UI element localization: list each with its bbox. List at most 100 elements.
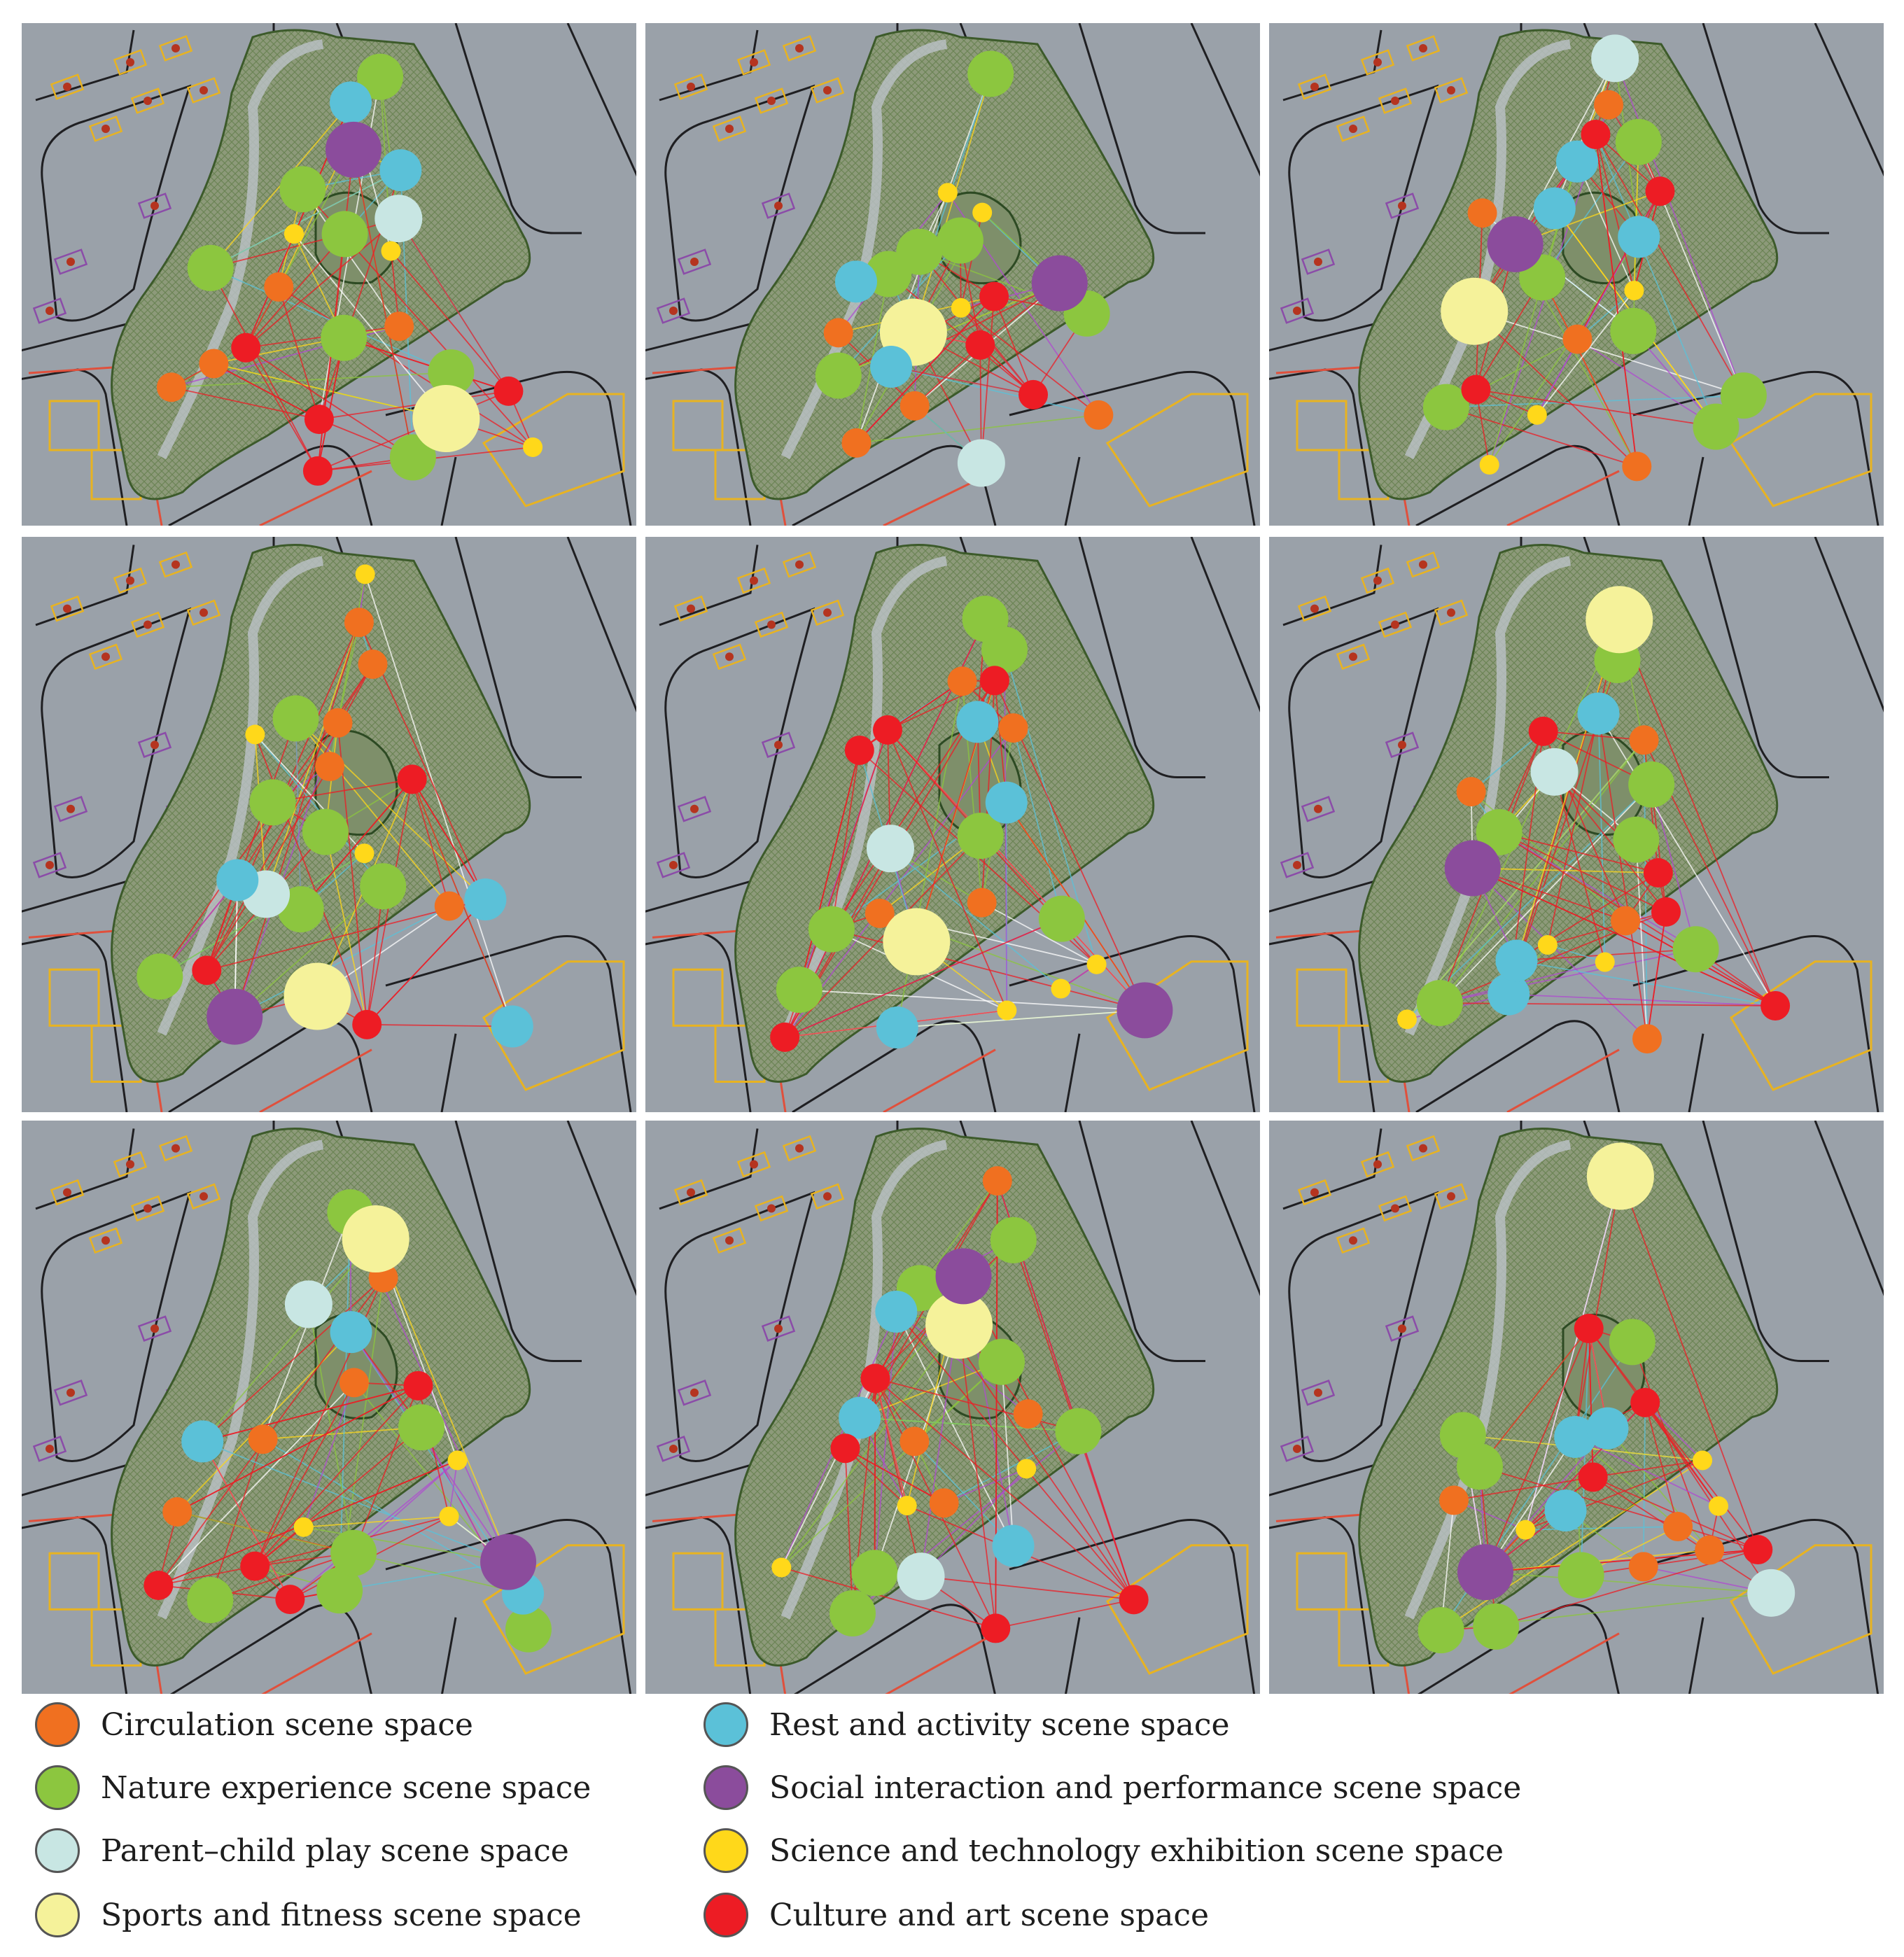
scene-node-rest <box>330 81 372 124</box>
legend-item-culture: Culture and art scene space <box>704 1893 1209 1937</box>
scene-node-circulation <box>434 891 464 921</box>
scene-node-nature <box>316 1567 363 1614</box>
building-icons <box>656 1135 845 1462</box>
scene-node-nature <box>1609 1319 1656 1366</box>
scene-node-nature <box>1473 1603 1520 1650</box>
scene-node-circulation <box>864 899 895 929</box>
scene-node-culture <box>844 735 874 765</box>
scene-node-circulation <box>315 752 345 782</box>
scene-node-circulation <box>982 1166 1012 1196</box>
legend-item-science: Science and technology exhibition scene … <box>704 1828 1504 1873</box>
scene-node-circulation <box>248 1424 278 1454</box>
scene-node-nature <box>398 1404 444 1451</box>
scene-nodes <box>770 596 1173 1052</box>
legend-item-rest: Rest and activity scene space <box>704 1702 1230 1747</box>
scene-node-circulation <box>339 1368 369 1398</box>
scene-node-nature <box>505 1606 552 1653</box>
scene-node-culture <box>830 1433 860 1464</box>
scene-node-sports <box>412 384 480 452</box>
scene-node-parent-child <box>1530 748 1578 796</box>
scene-node-culture <box>965 330 995 360</box>
scene-node-rest <box>1586 1407 1629 1450</box>
scene-node-science <box>1693 1450 1713 1471</box>
scene-node-culture <box>144 1570 174 1600</box>
scene-node-rest <box>985 781 1028 824</box>
legend-label: Rest and activity scene space <box>769 1706 1230 1743</box>
scene-node-circulation <box>967 888 997 918</box>
scene-node-culture <box>860 1363 890 1394</box>
scene-nodes <box>156 53 543 486</box>
scene-nodes <box>815 50 1114 487</box>
legend-swatch-rest <box>704 1702 748 1747</box>
scene-nodes <box>1422 34 1767 482</box>
scene-node-rest <box>1577 692 1620 735</box>
building-icons <box>656 551 845 878</box>
scene-node-parent-child <box>284 1280 332 1328</box>
scene-node-sports <box>883 908 951 976</box>
scene-node-nature <box>272 695 319 742</box>
scene-node-social <box>206 988 263 1045</box>
scene-node-rest <box>992 1524 1035 1567</box>
scene-node-culture <box>979 281 1009 311</box>
scene-node-nature <box>937 217 983 264</box>
scene-node-parent-child <box>957 439 1005 487</box>
legend-swatch-nature <box>35 1765 80 1810</box>
scene-node-science <box>447 1450 468 1471</box>
scene-node-circulation <box>1695 1535 1725 1565</box>
scene-node-nature <box>302 808 349 855</box>
scene-node-rest <box>464 878 507 921</box>
scene-node-nature <box>1720 372 1767 419</box>
legend-label: Culture and art scene space <box>769 1897 1210 1933</box>
scene-node-social <box>1457 1544 1514 1601</box>
scene-node-nature <box>1672 926 1719 973</box>
scene-node-nature <box>360 863 407 910</box>
scene-node-culture <box>873 715 903 745</box>
scene-node-science <box>1537 935 1558 955</box>
scene-node-circulation <box>1439 1485 1469 1515</box>
scene-node-parent-child <box>374 195 423 243</box>
scene-node-parent-child <box>866 825 914 873</box>
scene-node-circulation <box>899 391 930 421</box>
scene-node-social <box>480 1534 537 1590</box>
scene-node-social <box>1487 216 1544 272</box>
scene-node-culture <box>1578 1462 1608 1492</box>
scene-map-panel <box>22 1121 636 1694</box>
scene-node-nature <box>1418 1607 1464 1654</box>
legend-swatch-culture <box>704 1893 748 1937</box>
scene-node-culture <box>302 456 332 486</box>
park-path <box>1404 39 1572 460</box>
scene-node-culture <box>231 332 261 363</box>
scene-node-nature <box>321 211 368 258</box>
scene-node-rest <box>956 701 999 743</box>
legend-item-sports: Sports and fitness scene space <box>35 1893 582 1937</box>
scene-node-nature <box>389 434 436 481</box>
scene-node-circulation <box>1663 1512 1693 1542</box>
scene-node-circulation <box>1467 198 1497 228</box>
scene-node-science <box>951 297 971 318</box>
scene-node-parent-child <box>897 1552 945 1601</box>
scene-node-circulation <box>384 311 414 342</box>
scene-node-nature <box>1416 980 1463 1027</box>
scene-node-rest <box>216 859 259 902</box>
scene-node-culture <box>493 376 524 406</box>
scene-node-culture <box>1528 716 1558 746</box>
scene-node-sports <box>1586 586 1653 654</box>
scene-node-circulation <box>344 608 374 638</box>
building-icons <box>656 35 845 324</box>
scene-node-social <box>326 121 382 178</box>
scene-node-culture <box>1743 1535 1773 1565</box>
scene-node-culture <box>1643 858 1673 888</box>
legend-label: Science and technology exhibition scene … <box>769 1832 1504 1869</box>
scene-node-nature <box>957 813 1004 860</box>
scene-node-circulation <box>156 372 186 402</box>
scene-node-science <box>439 1506 459 1527</box>
scene-node-social <box>1116 982 1173 1039</box>
scene-node-science <box>354 843 374 864</box>
scene-node-circulation <box>899 1426 930 1457</box>
scene-node-rest <box>491 1005 533 1048</box>
scene-node-nature <box>330 1529 377 1576</box>
scene-node-nature <box>1610 307 1657 354</box>
scene-node-science <box>355 564 375 584</box>
scene-node-nature <box>990 1216 1037 1263</box>
scene-node-circulation <box>264 272 294 302</box>
